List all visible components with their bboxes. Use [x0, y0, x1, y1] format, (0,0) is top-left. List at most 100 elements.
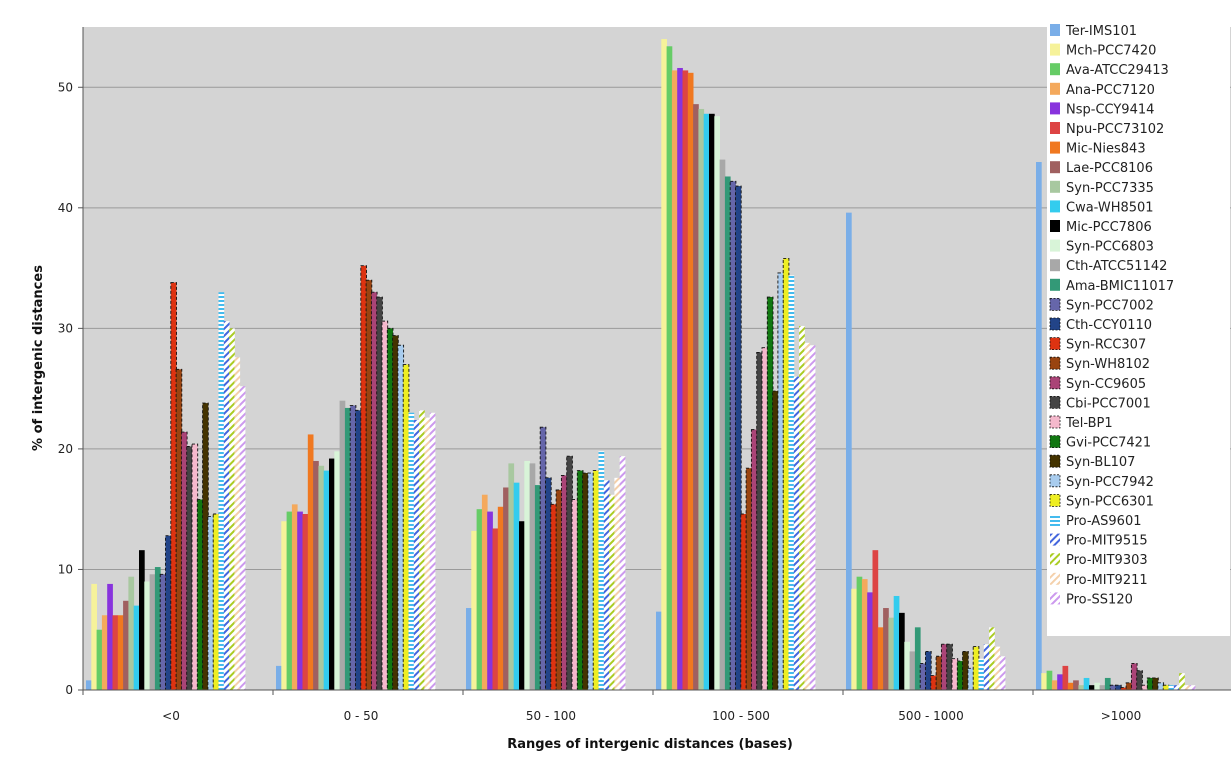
legend-swatch: [1049, 376, 1061, 390]
x-tick-label: 50 - 100: [526, 709, 576, 723]
x-axis-title: Ranges of intergenic distances (bases): [507, 737, 793, 752]
bar: [1057, 674, 1063, 690]
bar: [555, 489, 563, 691]
bar: [1136, 670, 1143, 691]
bar: [1062, 665, 1069, 690]
bar: [318, 465, 325, 690]
bar: [408, 412, 415, 690]
bar: [756, 352, 763, 691]
legend-swatch: [1049, 435, 1061, 449]
bar: [719, 159, 726, 691]
bar: [508, 463, 515, 690]
legend-swatch: [1050, 63, 1060, 76]
bar: [370, 291, 378, 691]
legend-swatch: [1050, 592, 1060, 605]
bar: [946, 643, 953, 691]
bar: [276, 665, 282, 690]
legend-swatch: [1049, 493, 1061, 507]
bar: [207, 515, 215, 691]
legend-label: Tel-BP1: [1065, 416, 1113, 431]
legend-swatch: [1050, 180, 1060, 193]
bar: [1125, 682, 1133, 691]
bar: [313, 460, 319, 690]
y-tick-label: 10: [58, 562, 73, 576]
legend-label: Pro-AS9601: [1066, 514, 1142, 529]
legend-swatch: [1050, 220, 1060, 232]
legend-label: Pro-MIT9515: [1066, 534, 1148, 549]
legend-label: Mch-PCC7420: [1066, 44, 1156, 59]
bar: [983, 644, 990, 690]
bar: [989, 627, 995, 690]
bar: [175, 368, 183, 691]
bar: [609, 494, 615, 690]
bar: [1109, 684, 1117, 691]
bar: [291, 504, 298, 690]
y-tick-label: 30: [58, 321, 73, 335]
legend-swatch: [1049, 297, 1061, 311]
bar: [962, 650, 969, 691]
bar: [940, 643, 948, 691]
bar: [804, 342, 811, 690]
bar: [286, 511, 293, 690]
bar: [598, 451, 605, 690]
bar: [619, 456, 626, 690]
x-tick-label: <0: [162, 709, 180, 723]
legend-label: Cwa-WH8501: [1066, 200, 1154, 215]
bar: [481, 494, 488, 690]
bar: [539, 426, 547, 691]
bar: [402, 364, 410, 691]
legend-swatch: [1049, 454, 1061, 468]
bar: [1146, 677, 1154, 691]
bar: [777, 272, 785, 691]
legend-label: Gvi-PCC7421: [1066, 436, 1151, 451]
x-tick-label: >1000: [1101, 709, 1142, 723]
bar: [1173, 685, 1180, 690]
bar: [1046, 670, 1053, 690]
bar: [740, 513, 747, 691]
bar: [925, 650, 932, 691]
bar: [307, 434, 314, 690]
legend-label: Syn-WH8102: [1066, 357, 1150, 372]
bar: [703, 113, 710, 690]
bar: [592, 470, 600, 691]
bar: [513, 482, 520, 690]
bar: [91, 583, 97, 690]
bar: [365, 279, 373, 691]
bar: [191, 443, 199, 691]
bar: [1078, 685, 1085, 690]
legend-swatch: [1050, 533, 1060, 546]
bar: [750, 429, 758, 691]
bar: [144, 581, 150, 690]
legend-label: Syn-PCC7942: [1066, 475, 1154, 490]
bar: [133, 605, 140, 690]
bar: [429, 412, 436, 690]
bar: [1073, 680, 1079, 690]
bar: [392, 335, 399, 691]
bar: [503, 487, 509, 690]
bar: [956, 660, 964, 691]
legend-label: Ana-PCC7120: [1066, 83, 1155, 98]
bar: [466, 608, 472, 690]
bar: [735, 185, 742, 691]
bar: [202, 402, 209, 691]
legend-label: Npu-PCC73102: [1066, 122, 1164, 137]
bar: [117, 615, 124, 690]
bar: [799, 325, 805, 690]
bar: [334, 451, 340, 690]
bar: [772, 390, 779, 691]
bar: [978, 658, 985, 690]
bar: [861, 579, 868, 690]
bar: [349, 405, 357, 691]
bar: [909, 651, 916, 690]
bar: [661, 39, 667, 690]
bar: [693, 104, 699, 690]
legend-swatch: [1049, 317, 1061, 331]
bar: [139, 550, 145, 690]
legend-label: Mic-PCC7806: [1066, 220, 1152, 235]
legend-swatch: [1050, 102, 1060, 115]
x-tick-label: 500 - 1000: [898, 709, 963, 723]
legend-label: Syn-BL107: [1066, 455, 1135, 470]
bar: [1041, 673, 1047, 690]
